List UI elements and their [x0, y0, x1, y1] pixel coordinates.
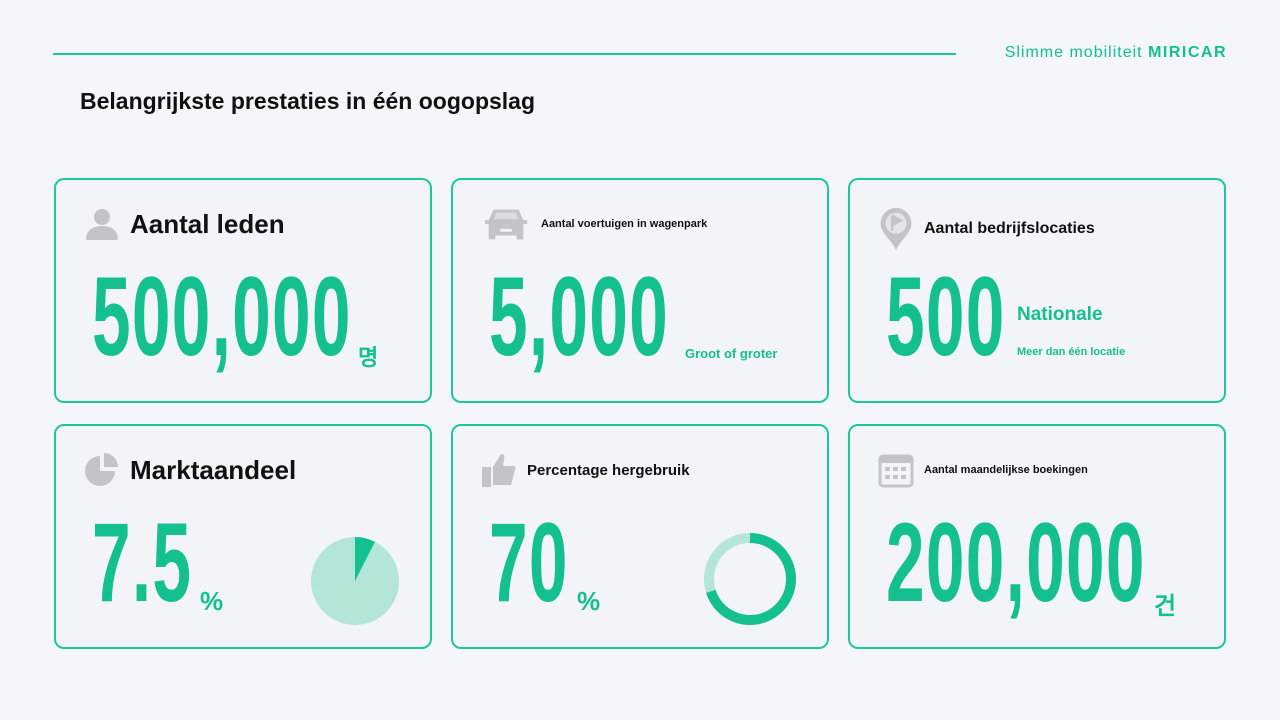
card-value: 500: [886, 254, 1006, 379]
person-icon: [86, 209, 118, 240]
thumbs-up-icon: [482, 454, 516, 487]
card-unit: Nationale: [1017, 304, 1103, 325]
card-label: Aantal bedrijfslocaties: [924, 220, 1095, 237]
card-bookings: Aantal maandelijkse boekingen 200,000 건: [848, 424, 1226, 649]
card-fleet: Aantal voertuigen in wagenpark 5,000 Gro…: [451, 178, 829, 403]
header-divider: [53, 53, 956, 55]
market-share-pie: [311, 537, 399, 625]
card-members: Aantal leden 500,000 명: [54, 178, 432, 403]
page-title: Belangrijkste prestaties in één oogopsla…: [80, 88, 536, 114]
card-label: Aantal maandelijkse boekingen: [924, 464, 1088, 476]
card-value: 200,000: [886, 500, 1146, 625]
card-unit: 건: [1154, 593, 1177, 620]
card-label: Percentage hergebruik: [527, 461, 690, 479]
card-label: Marktaandeel: [130, 454, 297, 485]
card-market-share: Marktaandeel 7.5 %: [54, 424, 432, 649]
card-value: 5,000: [489, 254, 669, 379]
card-subtext: Meer dan één locatie: [1017, 346, 1126, 358]
pie-slice: [355, 537, 375, 581]
brand: Slimme mobiliteit MIRICAR: [1005, 44, 1227, 62]
card-value: 7.5: [92, 500, 193, 625]
card-label: Aantal voertuigen in wagenpark: [541, 218, 708, 230]
donut-arc: [704, 533, 796, 625]
pie-chart-icon: [85, 453, 118, 486]
card-value: 70: [489, 500, 569, 625]
brand-name: MIRICAR: [1148, 44, 1227, 61]
card-value: 500,000: [92, 254, 352, 379]
card-reuse: Percentage hergebruik 70 %: [451, 424, 829, 649]
card-unit: 명: [358, 345, 379, 370]
car-icon: [484, 209, 528, 240]
location-flag-icon: [880, 207, 912, 251]
card-unit: Groot of groter: [685, 346, 778, 361]
card-label: Aantal leden: [130, 208, 285, 239]
card-unit: %: [200, 586, 224, 616]
calendar-icon: [878, 454, 914, 488]
brand-prefix: Slimme mobiliteit: [1004, 44, 1143, 61]
reuse-donut: [704, 533, 796, 625]
card-locations: Aantal bedrijfslocaties 500 Nationale Me…: [848, 178, 1226, 403]
card-unit: %: [577, 586, 601, 616]
